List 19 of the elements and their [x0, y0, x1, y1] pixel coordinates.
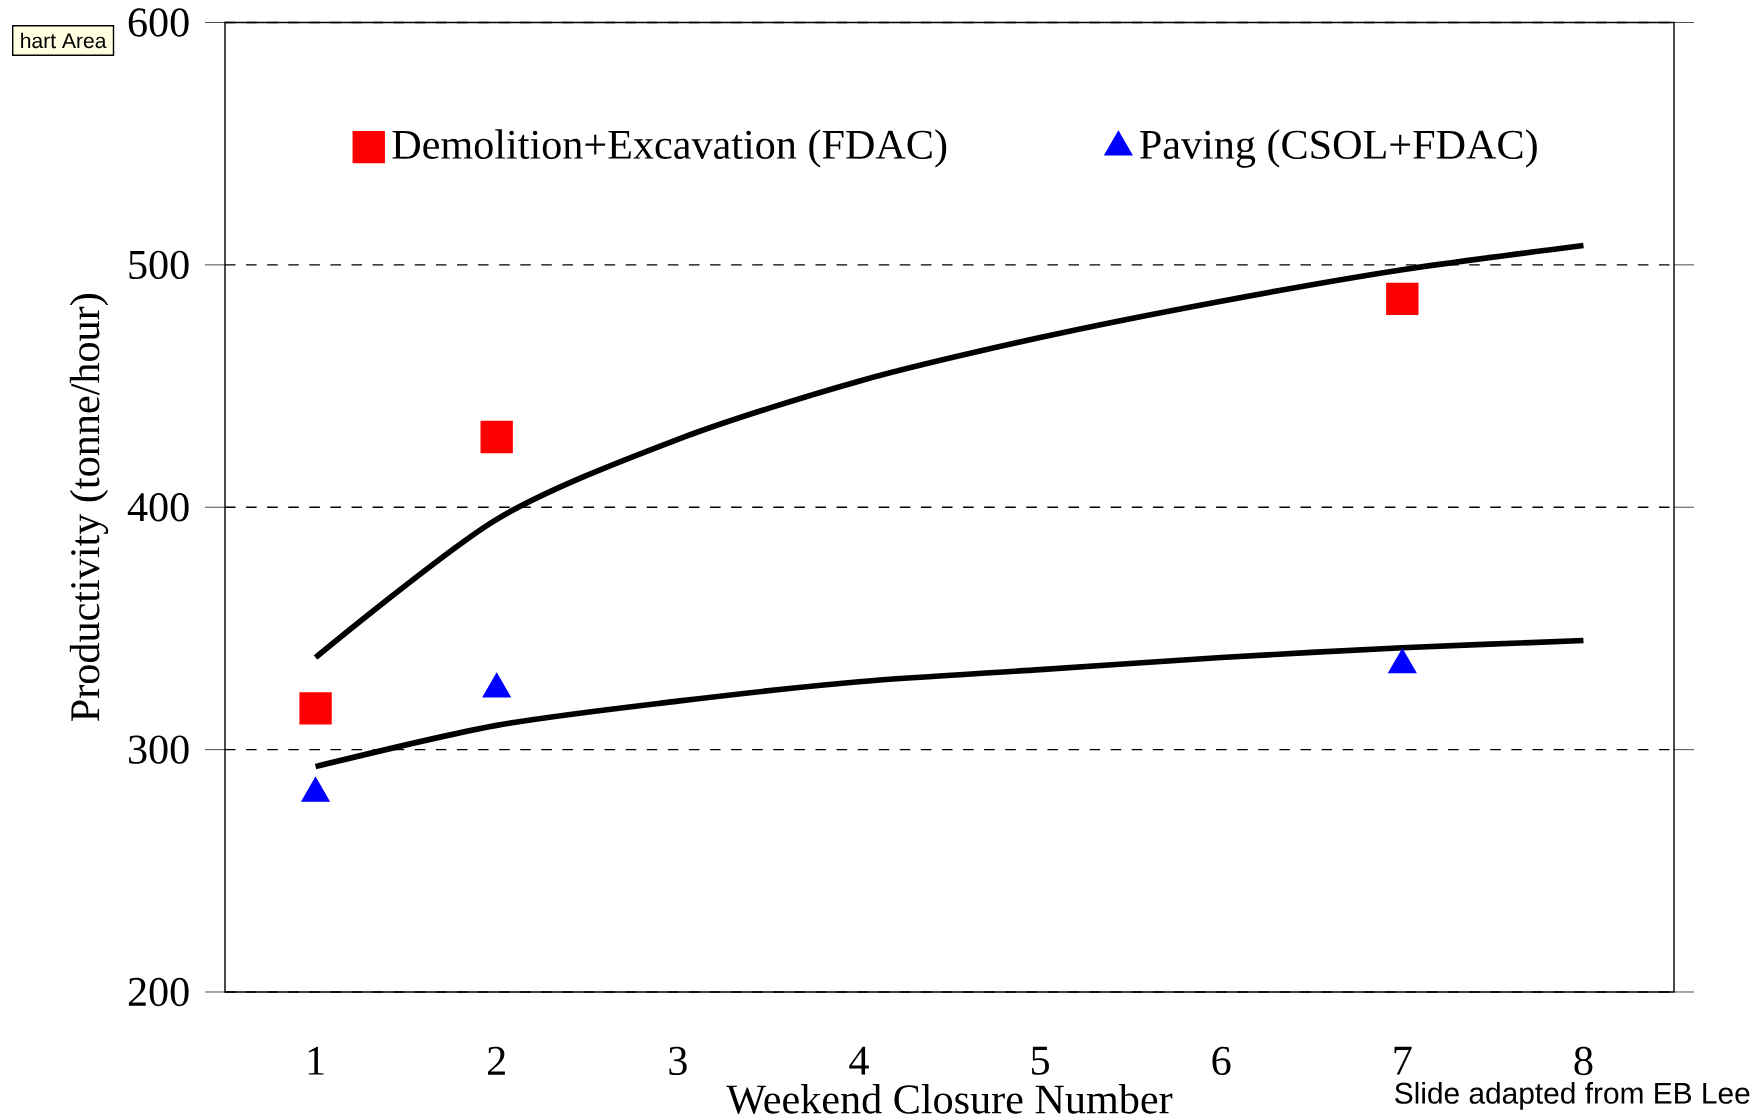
y-tick-label: 300: [129, 735, 189, 764]
x-tick-label: 7: [1394, 1046, 1412, 1075]
y-axis-title: Productivity (tonne/hour): [69, 294, 109, 721]
x-tick-label: 1: [308, 1046, 324, 1075]
y-tick-label: 400: [127, 493, 189, 522]
y-tick-label: 200: [128, 977, 189, 1007]
x-tick-label: 6: [1212, 1046, 1231, 1076]
y-tick-label: 600: [128, 8, 189, 37]
legend-label: Paving (CSOL+FDAC): [1140, 129, 1537, 168]
legend-label: Demolition+Excavation (FDAC): [392, 129, 947, 168]
x-tick-label: 2: [488, 1046, 505, 1075]
y-tick-label: 500: [129, 250, 189, 280]
x-tick-label: 3: [669, 1046, 687, 1076]
text: hart Area: [21, 32, 107, 49]
x-tick-label: 8: [1574, 1046, 1593, 1076]
x-axis-title: Weekend Closure Number: [726, 1084, 1173, 1114]
x-tick-label: 5: [1031, 1046, 1049, 1075]
x-tick-label: 4: [849, 1046, 869, 1075]
text: Slide adapted from EB Lee: [1395, 1081, 1750, 1110]
